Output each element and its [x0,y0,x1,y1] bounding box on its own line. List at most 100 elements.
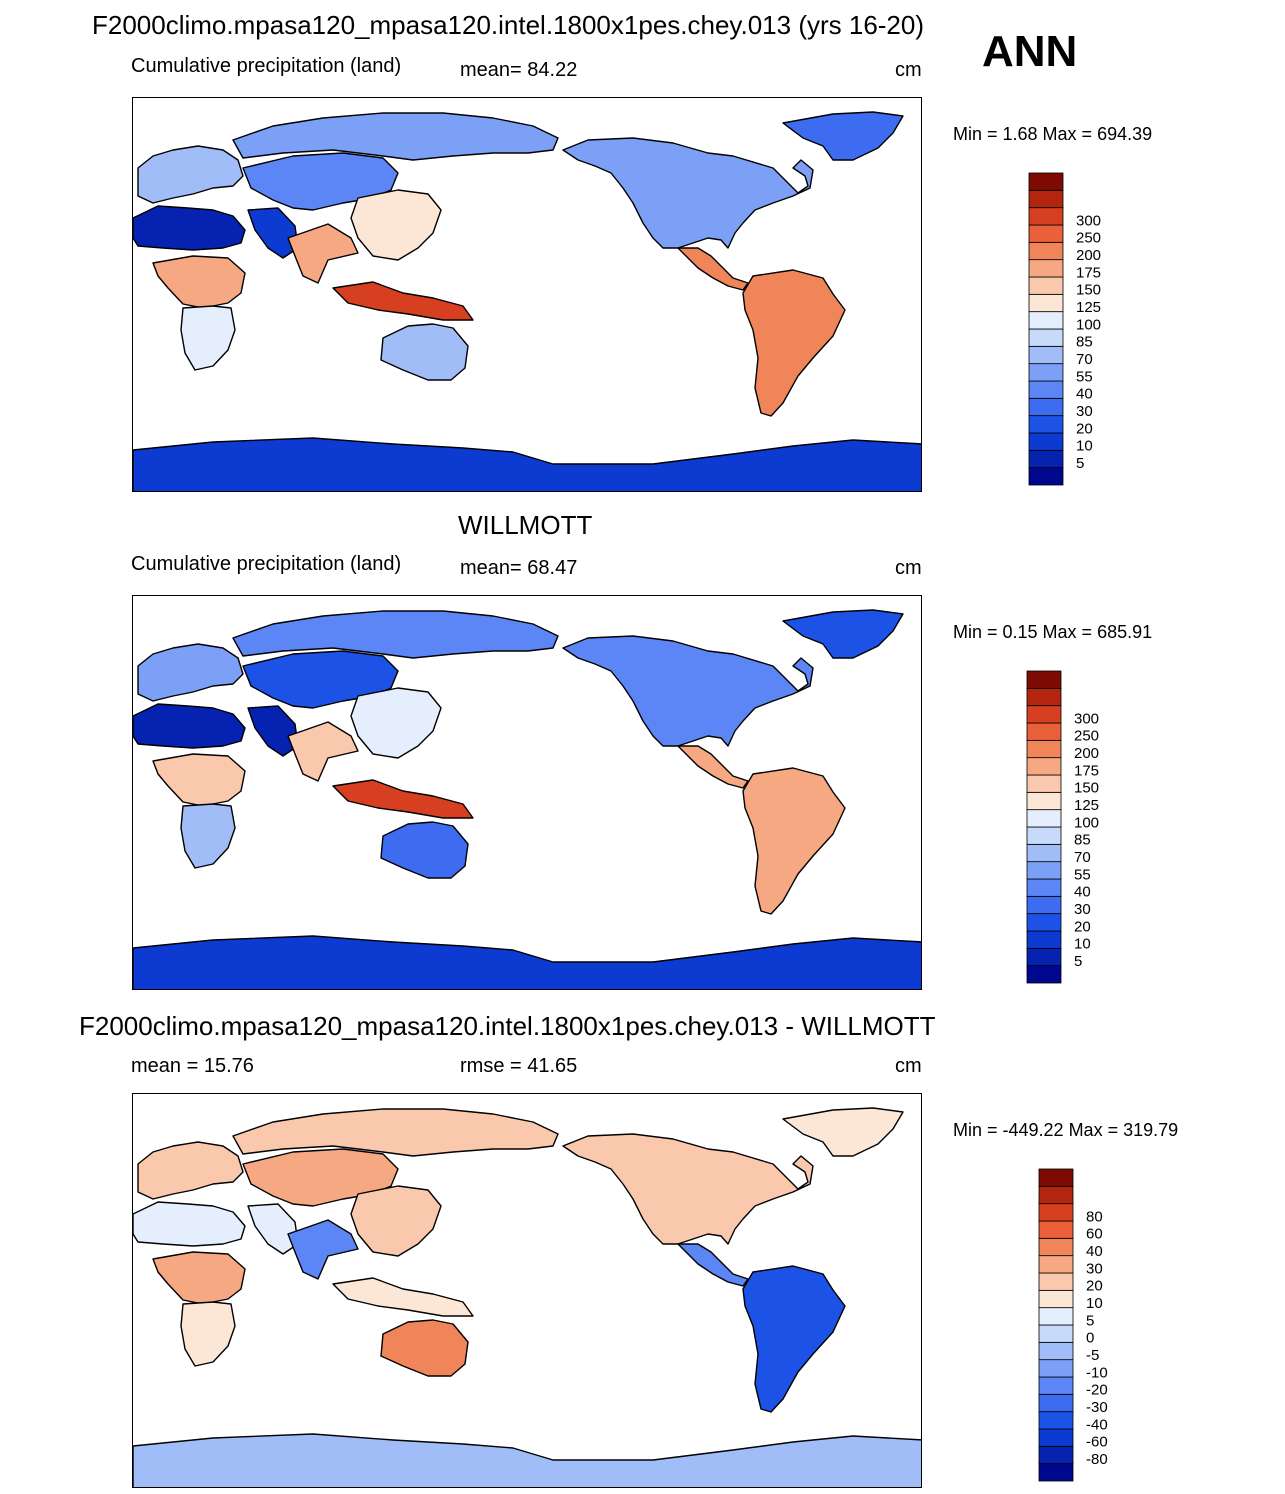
colorbar-tick-label: 20 [1076,420,1093,437]
colorbar-tick-label: 10 [1086,1295,1103,1312]
colorbar-swatch [1026,930,1062,949]
colorbar-tick-label: 70 [1076,351,1093,368]
colorbar-swatch [1028,363,1064,382]
colorbar-tick-label: 40 [1074,884,1091,901]
colorbar-swatch [1038,1203,1074,1222]
colorbar-swatch [1026,843,1062,863]
colorbar-tick-label: -10 [1086,1364,1108,1381]
colorbar-swatch [1028,415,1064,434]
colorbar-tick-label: 175 [1074,762,1099,779]
panel-2-colorbar: 5 10 20 30 40 55 70 85 100 125 150 175 200 250 300 [1026,670,1147,984]
region-north-america [562,137,814,249]
region-greenland [782,111,904,161]
colorbar-swatch [1028,207,1064,226]
colorbar-swatch [1026,791,1062,811]
colorbar-swatch [1028,397,1064,417]
region-south-asia [287,1219,359,1280]
colorbar-tick-label: 40 [1086,1243,1103,1260]
colorbar-swatch [1026,913,1062,932]
panel-2-minmax: Min = 0.15 Max = 685.91 [953,622,1153,642]
colorbar-tick-label: 30 [1076,403,1093,420]
panel-2-units-label: cm [895,557,922,579]
region-southern-africa [180,1301,236,1367]
panel-1-variable-label: Cumulative precipitation (land) [131,55,402,77]
colorbar-swatch [1026,826,1062,845]
colorbar-tick-label: 85 [1074,832,1091,849]
colorbar-tick-label: 55 [1076,368,1093,385]
colorbar-tick-label: 300 [1074,710,1099,727]
colorbar-swatch [1038,1168,1074,1187]
colorbar-tick-label: -30 [1086,1399,1108,1416]
region-central-africa [152,1251,246,1305]
colorbar-swatch [1026,722,1062,741]
region-greenland [782,1107,904,1157]
region-europe [137,145,244,204]
season-label: ANN [982,27,1078,76]
colorbar-tick-label: -60 [1086,1434,1108,1451]
colorbar-swatch [1026,739,1062,759]
colorbar-tick-label: 55 [1074,866,1091,883]
colorbar-swatch [1038,1324,1074,1343]
region-south-america [742,767,846,915]
panel-2-mean-label: mean= 68.47 [460,557,578,579]
colorbar-swatch [1028,328,1064,347]
region-siberia [232,1108,559,1157]
region-arabia [247,207,299,259]
colorbar-swatch [1038,1307,1074,1326]
region-north-america [562,635,814,747]
colorbar-swatch [1038,1393,1074,1413]
colorbar-tick-label: 70 [1074,849,1091,866]
region-australia [380,1319,469,1377]
colorbar-swatch [1028,467,1064,486]
colorbar-swatch [1038,1411,1074,1430]
colorbar-swatch [1028,241,1064,261]
colorbar-swatch [1026,687,1062,707]
colorbar-tick-label: 10 [1076,438,1093,455]
panel-1-minmax: Min = 1.68 Max = 694.39 [953,124,1153,144]
colorbar-swatch [1028,311,1064,330]
region-siberia [232,610,559,659]
panel-3-colorbar: -80 -60 -40 -30 -20 -10 -5 0 5 10 20 30 40 60 80 [1038,1168,1159,1482]
colorbar-tick-label: 100 [1076,316,1101,333]
map-svg [133,1107,921,1487]
panel-2-map [132,595,922,990]
colorbar-swatch [1028,432,1064,451]
colorbar-swatch [1026,878,1062,897]
panel-1-units-label: cm [895,59,922,81]
colorbar-tick-label: 10 [1074,936,1091,953]
colorbar-swatch [1038,1185,1074,1205]
colorbar-tick-label: 300 [1076,212,1101,229]
region-central-america [677,1243,749,1287]
colorbar-swatch [1026,947,1062,967]
colorbar-swatch [1028,345,1064,365]
region-southern-africa [180,305,236,371]
colorbar-swatch [1028,259,1064,278]
region-east-asia [350,1185,442,1257]
colorbar-swatch [1026,895,1062,915]
colorbar-swatch [1038,1463,1074,1482]
region-south-asia [287,721,359,782]
colorbar-swatch [1038,1445,1074,1465]
colorbar-tick-label: 125 [1074,797,1099,814]
colorbar-swatch [1026,809,1062,828]
colorbar-tick-label: 5 [1076,455,1084,472]
colorbar-swatch [1038,1272,1074,1291]
colorbar-tick-label: 150 [1074,780,1099,797]
colorbar-tick-label: 100 [1074,814,1099,831]
colorbar-tick-label: 200 [1076,247,1101,264]
colorbar-tick-label: 85 [1076,334,1093,351]
colorbar-swatch [1038,1255,1074,1274]
panel-3-units-label: cm [895,1055,922,1077]
region-europe [137,1141,244,1200]
colorbar-swatch [1038,1289,1074,1309]
panel-3-minmax: Min = -449.22 Max = 319.79 [953,1120,1179,1140]
colorbar-swatch [1028,189,1064,209]
region-central-africa [152,255,246,309]
region-siberia [232,112,559,161]
colorbar-swatch [1028,276,1064,295]
colorbar-tick-label: 250 [1076,230,1101,247]
colorbar-tick-label: 125 [1076,299,1101,316]
region-north-africa [133,205,246,251]
